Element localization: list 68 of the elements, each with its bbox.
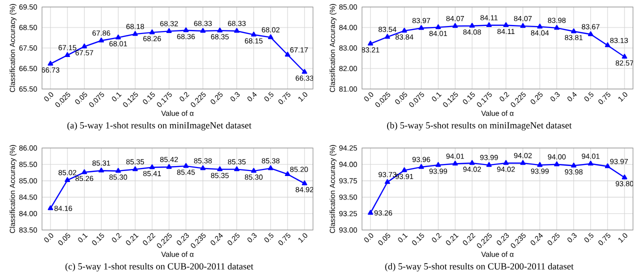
point <box>284 171 290 176</box>
point <box>268 165 274 170</box>
point <box>436 24 441 30</box>
point <box>418 164 424 169</box>
point <box>302 68 308 74</box>
point <box>486 162 492 167</box>
point <box>200 165 206 170</box>
point <box>82 44 88 48</box>
point <box>622 174 628 180</box>
point <box>368 210 374 215</box>
point <box>402 167 408 172</box>
point <box>149 29 155 34</box>
point <box>418 25 424 30</box>
text: (c) 5-way 1-shot results on CUB-200-2011 dataset <box>65 262 254 272</box>
point <box>436 162 441 167</box>
point <box>604 163 610 168</box>
point <box>234 166 240 172</box>
point <box>302 180 308 186</box>
point <box>554 24 560 30</box>
point <box>554 161 560 166</box>
point <box>48 205 54 210</box>
text: (b) 5-way 5-shot results on miniImageNet dataset <box>387 122 572 130</box>
point <box>588 31 594 36</box>
point <box>82 169 88 174</box>
point <box>251 32 256 36</box>
point <box>183 163 189 168</box>
point <box>116 34 121 40</box>
point <box>588 160 594 166</box>
point <box>469 160 475 165</box>
point <box>384 179 390 184</box>
point <box>604 42 610 48</box>
text: (a) 5-way 1-shot results on miniImageNet dataset <box>67 122 252 130</box>
point <box>251 168 256 173</box>
point <box>520 23 526 28</box>
point <box>520 160 526 165</box>
point <box>234 28 240 33</box>
point <box>217 28 223 32</box>
point <box>622 54 628 59</box>
point <box>571 162 576 168</box>
point <box>268 34 274 40</box>
point <box>537 162 543 167</box>
point <box>217 166 223 172</box>
point <box>452 23 458 28</box>
point <box>384 34 390 39</box>
point <box>284 52 290 57</box>
point <box>166 28 172 33</box>
point <box>486 22 492 28</box>
point <box>503 160 509 165</box>
point <box>537 24 543 28</box>
point <box>48 60 54 66</box>
point <box>166 164 172 169</box>
point <box>402 28 408 33</box>
point <box>64 177 70 182</box>
point <box>149 164 155 170</box>
point <box>452 160 458 166</box>
point <box>571 28 576 34</box>
text: (d) 5-way 5-shot results on CUB-200-2011 dataset <box>385 262 574 272</box>
point <box>98 38 104 42</box>
point <box>368 40 374 46</box>
point <box>116 168 121 173</box>
point <box>64 52 70 57</box>
point <box>503 22 509 28</box>
point <box>200 28 206 33</box>
point <box>132 166 138 172</box>
point <box>98 168 104 172</box>
point <box>183 27 189 32</box>
point <box>132 31 138 36</box>
point <box>469 22 475 28</box>
